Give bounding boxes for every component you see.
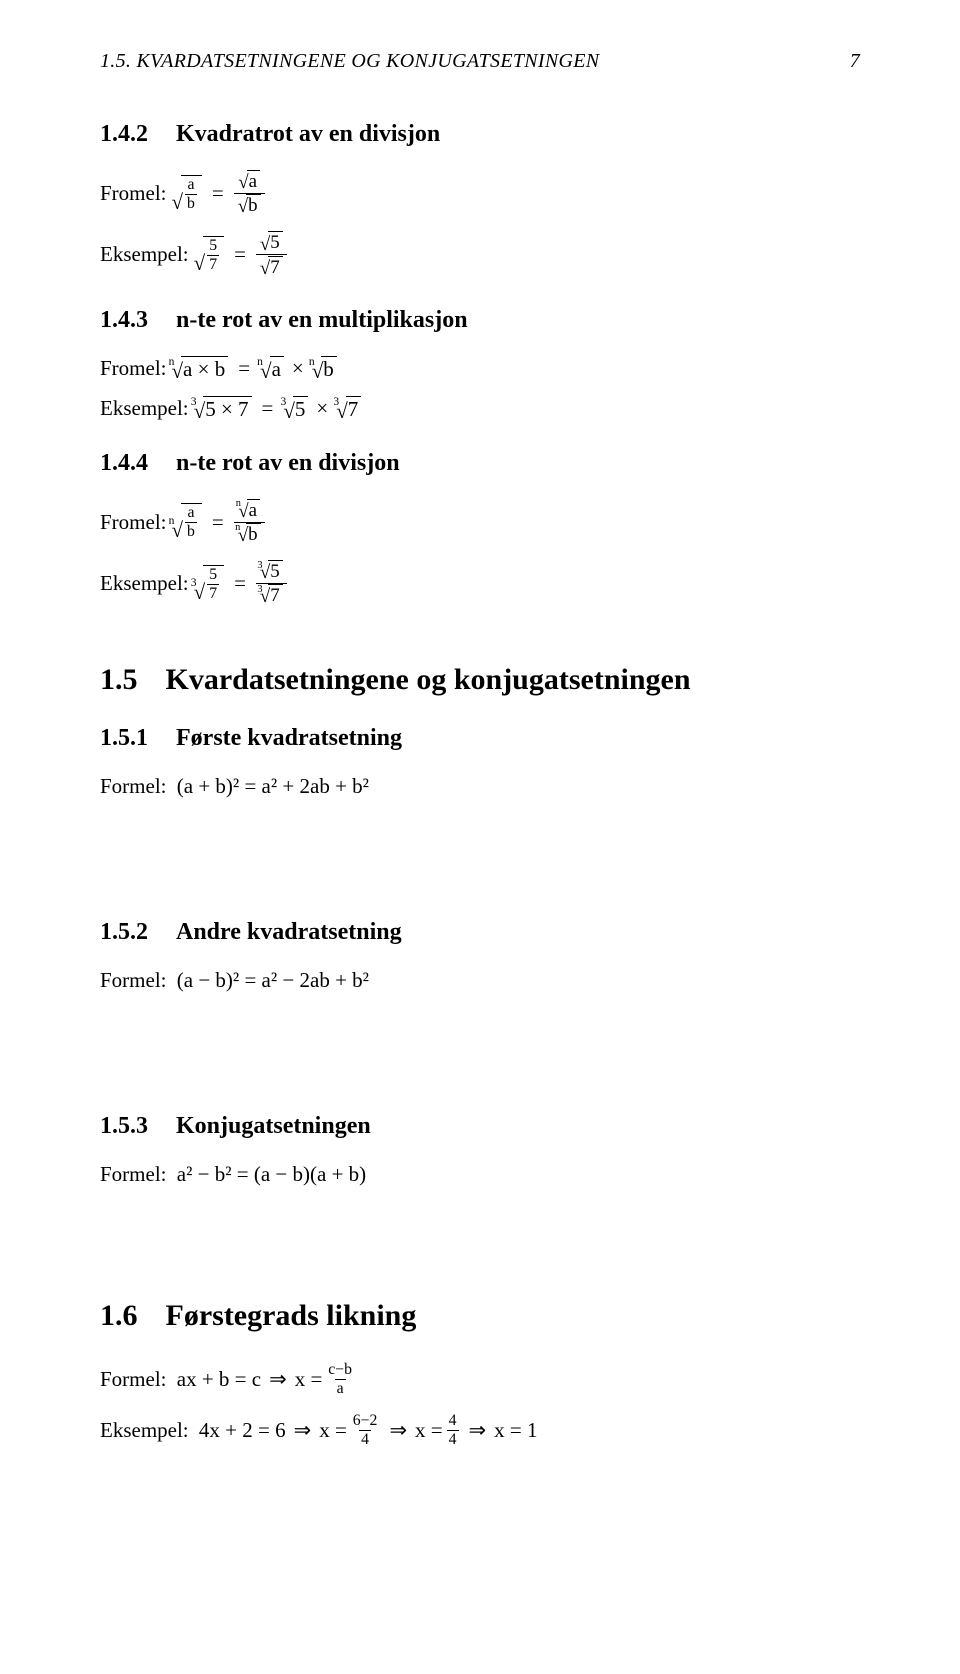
- heading-1-4-3: 1.4.3 n-te rot av en multiplikasjon: [100, 307, 860, 334]
- heading-number: 1.5.2: [100, 919, 148, 946]
- implies-icon: ⇒: [469, 1418, 487, 1443]
- heading-number: 1.4.4: [100, 450, 148, 477]
- example-label: Eksempel:: [100, 242, 189, 267]
- page-number: 7: [850, 50, 860, 73]
- formula-line-1-5-3: Formel: a² − b² = (a − b)(a + b): [100, 1162, 860, 1187]
- heading-1-6: 1.6 Førstegrads likning: [100, 1299, 860, 1333]
- heading-1-5-1: 1.5.1 Første kvadratsetning: [100, 725, 860, 752]
- equation-rhs-prefix: x =: [295, 1367, 323, 1392]
- heading-1-4-4: 1.4.4 n-te rot av en divisjon: [100, 450, 860, 477]
- formula-text: (a + b)² = a² + 2ab + b²: [177, 774, 369, 799]
- formula-line-1-5-2: Formel: (a − b)² = a² − 2ab + b²: [100, 968, 860, 993]
- example-line-1-4-4: Eksempel: 3√ 5 7 = 3√5 3√7: [100, 560, 860, 607]
- heading-title: Kvadratrot av en divisjon: [176, 121, 440, 148]
- formula-label: Formel:: [100, 968, 167, 993]
- sqrt: √ 5 7: [194, 236, 224, 274]
- formula-label: Fromel:: [100, 510, 167, 535]
- heading-number: 1.6: [100, 1299, 138, 1333]
- equals-sign: =: [212, 181, 224, 206]
- heading-number: 1.4.2: [100, 121, 148, 148]
- heading-1-5: 1.5 Kvardatsetningene og konjugatsetning…: [100, 663, 860, 697]
- nth-root: n√ a: [260, 356, 284, 382]
- nth-root: 3√ 7: [336, 396, 361, 422]
- formula-label: Formel:: [100, 774, 167, 799]
- heading-1-5-2: 1.5.2 Andre kvadratsetning: [100, 919, 860, 946]
- running-header: 1.5. KVARDATSETNINGENE OG KONJUGATSETNIN…: [100, 50, 860, 73]
- formula-text: a² − b² = (a − b)(a + b): [177, 1162, 366, 1187]
- fraction: √5 √7: [256, 231, 287, 278]
- formula-label: Formel:: [100, 1162, 167, 1187]
- heading-1-4-2: 1.4.2 Kvadratrot av en divisjon: [100, 121, 860, 148]
- heading-1-5-3: 1.5.3 Konjugatsetningen: [100, 1113, 860, 1140]
- equation-step: 4x + 2 = 6: [199, 1418, 286, 1443]
- nth-root: n√ a × b: [172, 356, 229, 382]
- sqrt: √ a b: [172, 175, 202, 213]
- example-line-1-4-2: Eksempel: √ 5 7 = √5 √7: [100, 231, 860, 278]
- fraction: 4 4: [447, 1412, 459, 1449]
- heading-number: 1.4.3: [100, 307, 148, 334]
- equation-step: x = 1: [494, 1418, 537, 1443]
- heading-title: Førstegrads likning: [166, 1299, 417, 1333]
- nth-root: 3√ 5: [283, 396, 308, 422]
- heading-title: n-te rot av en divisjon: [176, 450, 400, 477]
- formula-label: Formel:: [100, 1367, 167, 1392]
- nth-root: 3√ 5 7: [194, 565, 224, 603]
- example-label: Eksempel:: [100, 1418, 189, 1443]
- fraction: 6−2 4: [351, 1412, 380, 1449]
- heading-title: n-te rot av en multiplikasjon: [176, 307, 468, 334]
- nth-root: 3√ 5 × 7: [194, 396, 252, 422]
- page: 1.5. KVARDATSETNINGENE OG KONJUGATSETNIN…: [0, 0, 960, 1674]
- heading-title: Første kvadratsetning: [176, 725, 402, 752]
- implies-icon: ⇒: [269, 1367, 287, 1392]
- fraction: 3√5 3√7: [256, 560, 287, 607]
- formula-label: Fromel:: [100, 181, 167, 206]
- fraction: n√a n√b: [234, 499, 265, 546]
- equation-lhs: ax + b = c: [177, 1367, 261, 1392]
- heading-number: 1.5: [100, 663, 138, 697]
- fraction: c−b a: [326, 1361, 354, 1398]
- formula-line-1-6: Formel: ax + b = c ⇒ x = c−b a: [100, 1361, 860, 1398]
- example-line-1-4-3: Eksempel: 3√ 5 × 7 = 3√ 5 × 3√ 7: [100, 396, 860, 422]
- example-label: Eksempel:: [100, 571, 189, 596]
- nth-root: n√ a b: [172, 503, 202, 541]
- formula-text: (a − b)² = a² − 2ab + b²: [177, 968, 369, 993]
- formula-line-1-5-1: Formel: (a + b)² = a² + 2ab + b²: [100, 774, 860, 799]
- heading-number: 1.5.1: [100, 725, 148, 752]
- formula-line-1-4-4: Fromel: n√ a b = n√a n√b: [100, 499, 860, 546]
- nth-root: n√ b: [312, 356, 337, 382]
- implies-icon: ⇒: [389, 1418, 407, 1443]
- fraction: √a √b: [234, 170, 265, 217]
- example-label: Eksempel:: [100, 396, 189, 421]
- formula-label: Fromel:: [100, 356, 167, 381]
- implies-icon: ⇒: [294, 1418, 312, 1443]
- formula-line-1-4-3: Fromel: n√ a × b = n√ a × n√ b: [100, 356, 860, 382]
- heading-title: Kvardatsetningene og konjugatsetningen: [166, 663, 691, 697]
- example-line-1-6: Eksempel: 4x + 2 = 6 ⇒ x = 6−2 4 ⇒ x = 4…: [100, 1412, 860, 1449]
- running-header-title: 1.5. KVARDATSETNINGENE OG KONJUGATSETNIN…: [100, 50, 599, 73]
- heading-title: Konjugatsetningen: [176, 1113, 371, 1140]
- formula-line-1-4-2: Fromel: √ a b = √a √b: [100, 170, 860, 217]
- heading-number: 1.5.3: [100, 1113, 148, 1140]
- heading-title: Andre kvadratsetning: [176, 919, 402, 946]
